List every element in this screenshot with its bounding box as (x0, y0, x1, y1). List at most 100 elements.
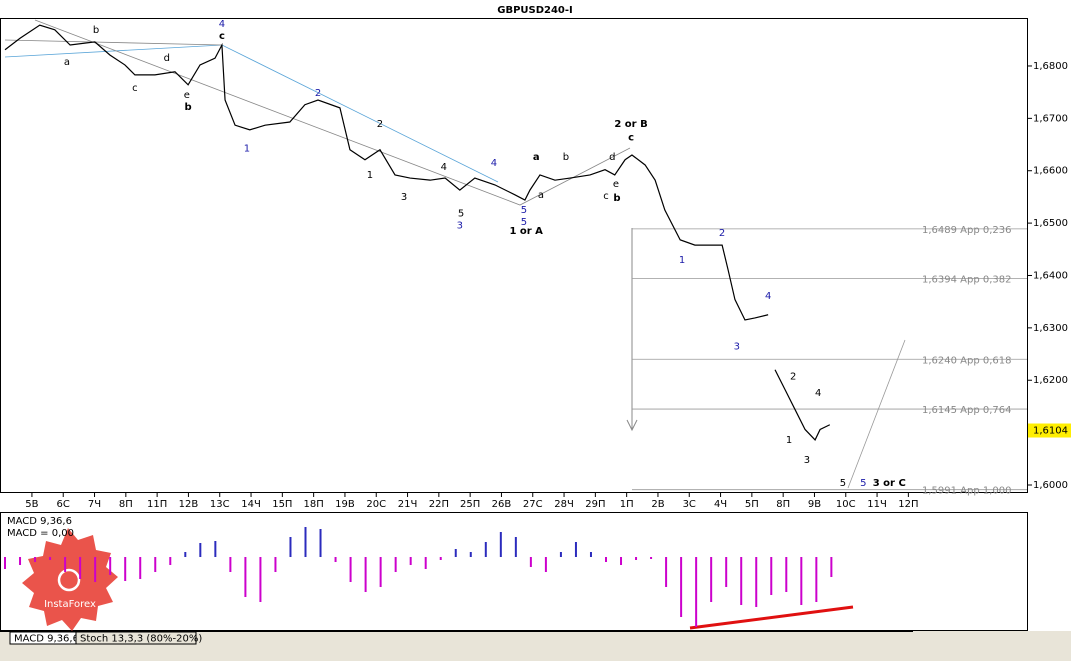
price-line (774, 369, 831, 441)
y-tick-label: 1,6600 (1033, 166, 1068, 177)
wave-label: d (609, 152, 615, 163)
wave-label: 4 (765, 291, 771, 302)
x-tick-label: 4Ч (714, 499, 727, 510)
level-label: 1,6240 App 0,618 (922, 355, 1012, 366)
projection-line (847, 339, 906, 489)
wave-label: 2 (719, 228, 725, 239)
level-label: 1,6394 App 0,382 (922, 275, 1012, 286)
x-tick-label: 8П (119, 499, 133, 510)
watermark-icon (57, 568, 81, 592)
divergence-line (689, 605, 854, 630)
wave-label: 5 (840, 478, 846, 489)
x-tick-label: 18П (304, 499, 324, 510)
y-tick-label: 1,6700 (1033, 113, 1068, 124)
tab-label[interactable]: Stoch 13,3,3 (80%-20%) (80, 634, 202, 645)
x-tick-label: 28Ч (554, 499, 574, 510)
wave-label: b (185, 102, 192, 113)
wave-label: b (93, 25, 99, 36)
x-tick-label: 20С (366, 499, 386, 510)
y-tick-label: 1,6400 (1033, 270, 1068, 281)
level-label: 1,5991 App 1,000 (922, 486, 1012, 497)
x-tick-label: 14Ч (241, 499, 261, 510)
x-tick-label: 19В (335, 499, 355, 510)
wave-label: e (613, 179, 619, 190)
x-tick-label: 26В (492, 499, 512, 510)
x-tick-label: 13С (210, 499, 230, 510)
wave-label: 4 (491, 158, 497, 169)
x-tick-label: 21Ч (398, 499, 418, 510)
x-tick-label: 11П (147, 499, 167, 510)
wave-label: a (533, 152, 540, 163)
wave-line (4, 39, 223, 46)
wave-label: 1 or A (509, 226, 543, 237)
wave-label: d (164, 53, 170, 64)
wave-label: c (132, 83, 138, 94)
wave-label: c (603, 191, 609, 202)
wave-label: 4 (815, 388, 821, 399)
x-tick-label: 6С (57, 499, 70, 510)
x-tick-label: 2В (651, 499, 664, 510)
wave-label: 3 or C (873, 478, 906, 489)
x-tick-label: 5В (25, 499, 38, 510)
x-tick-label: 7Ч (88, 499, 101, 510)
wave-label: a (64, 57, 70, 68)
wave-label: 3 (457, 221, 463, 232)
wave-label: 2 (790, 372, 796, 383)
y-tick-label: 1,6000 (1033, 480, 1068, 491)
wave-label: 1 (367, 170, 373, 181)
y-tick-label: 1,6800 (1033, 61, 1068, 72)
y-tick-label: 1,6500 (1033, 218, 1068, 229)
wave-label: b (563, 152, 569, 163)
wave-label: c (219, 31, 225, 42)
wave-label: 5 (521, 217, 527, 228)
watermark-badge (22, 528, 118, 631)
wave-label: 4 (219, 19, 225, 30)
x-tick-label: 12В (179, 499, 199, 510)
wave-label: 3 (401, 192, 407, 203)
watermark-text: InstaForex (44, 599, 96, 610)
wave-label: 1 (786, 435, 792, 446)
x-tick-label: 27С (523, 499, 543, 510)
chart-title: GBPUSD240-I (497, 5, 573, 16)
wave-label: 3 (804, 455, 810, 466)
level-label: 1,6489 App 0,236 (922, 225, 1012, 236)
x-tick-label: 15П (272, 499, 292, 510)
x-tick-label: 11Ч (867, 499, 887, 510)
last-price-label: 1,6104 (1033, 426, 1068, 437)
last-price-box (1028, 423, 1071, 438)
tab-label[interactable]: MACD 9,36,6 (14, 634, 79, 645)
wave-label: 1 (244, 144, 250, 155)
level-label: 1,6145 App 0,764 (922, 405, 1012, 416)
wave-label: a (538, 190, 544, 201)
wave-line (34, 19, 631, 206)
wave-label: 5 (860, 478, 866, 489)
x-tick-label: 5П (745, 499, 759, 510)
x-tick-label: 9В (808, 499, 821, 510)
price-frame (0, 18, 1028, 493)
wave-label: e (184, 90, 190, 101)
wave-label: 1 (679, 255, 685, 266)
x-tick-label: 8П (776, 499, 790, 510)
y-tick-label: 1,6300 (1033, 323, 1068, 334)
y-tick-label: 1,6200 (1033, 375, 1068, 386)
projection-arrowhead (626, 419, 638, 432)
x-tick-label: 10С (836, 499, 856, 510)
wave-label: 2 or B (614, 119, 647, 130)
x-tick-label: 29П (585, 499, 605, 510)
wave-label: 5 (521, 205, 527, 216)
macd-label: MACD = 0,00 (7, 528, 74, 539)
x-tick-label: 1П (620, 499, 634, 510)
x-tick-label: 3С (683, 499, 696, 510)
wave-label: b (613, 193, 620, 204)
x-tick-label: 25П (460, 499, 480, 510)
watermark: InstaForex (22, 528, 118, 631)
price-line (4, 24, 769, 321)
wave-label: 2 (315, 88, 321, 99)
tab[interactable] (75, 631, 197, 645)
x-tick-label: 12П (898, 499, 918, 510)
macd-label: MACD 9,36,6 (7, 516, 72, 527)
wave-label: 5 (458, 209, 464, 220)
wave-label: 4 (441, 162, 447, 173)
